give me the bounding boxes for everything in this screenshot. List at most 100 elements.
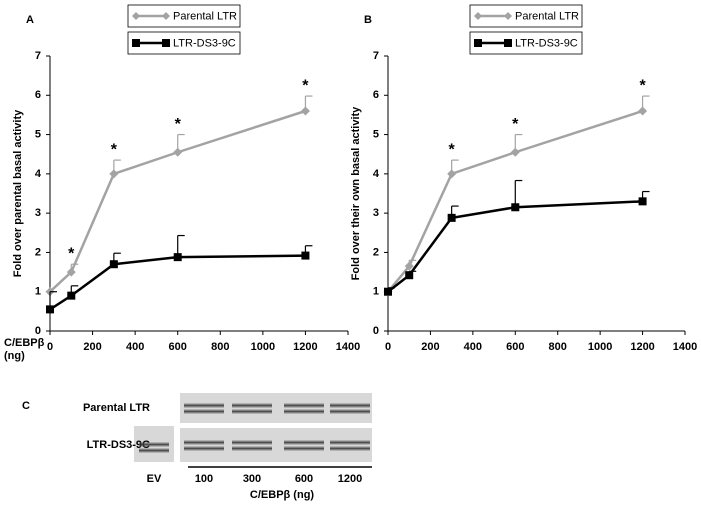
y-tick-label: 0 [373,325,379,337]
legend-marker [162,39,170,47]
panel-label: B [364,14,372,26]
legend-label: LTR-DS3-9C [173,37,236,49]
y-tick-label: 3 [35,207,41,219]
marker [638,197,647,206]
significance-mark: * [111,141,118,158]
y-tick-label: 4 [373,168,380,180]
y-tick-label: 2 [35,246,41,258]
legend-box [127,31,241,55]
blot-x-label: C/EBPβ (ng) [250,489,314,501]
marker [404,261,414,271]
significance-mark: * [302,77,309,94]
x-tick-label: 600 [506,341,524,353]
marker [300,106,310,116]
y-tick-label: 3 [373,207,379,219]
marker [638,106,648,116]
marker [447,213,456,222]
band [232,409,272,414]
legend-marker [474,39,482,47]
y-tick-label: 0 [35,325,41,337]
x-axis-label: C/EBPβ [4,337,45,349]
legend-marker [474,12,482,20]
panel-label: A [26,14,34,26]
band [232,440,272,445]
x-tick-label: 400 [464,341,482,353]
y-tick-label: 4 [35,168,42,180]
series-line [387,200,643,293]
legend-marker [132,12,140,20]
y-tick-label: 1 [35,286,41,298]
legend-marker [162,12,170,20]
lane-label: 1200 [338,473,362,485]
lane-label: 600 [295,473,313,485]
x-tick-label: 1400 [673,341,697,353]
series-line [49,254,306,311]
x-tick-label: 1200 [293,341,317,353]
x-tick-label: 0 [385,341,391,353]
band [184,409,224,414]
x-tick-label: 200 [83,341,101,353]
lane-label: 300 [243,473,261,485]
marker [173,253,182,262]
y-tick-label: 6 [373,89,379,101]
legend-label: Parental LTR [173,10,237,22]
y-axis-label: Fold over their own basal activity [350,106,362,280]
marker [511,203,520,212]
x-tick-label: 1200 [630,341,654,353]
band [330,403,370,408]
x-tick-label: 0 [47,341,53,353]
x-tick-label: 600 [169,341,187,353]
marker [109,260,118,269]
marker [66,267,76,277]
x-tick-label: 400 [126,341,144,353]
significance-mark: * [449,141,456,158]
band [284,446,324,451]
band [139,448,169,453]
lane-label: 100 [195,473,213,485]
y-tick-label: 2 [373,246,379,258]
band [284,409,324,414]
legend-box [469,4,583,28]
x-tick-label: 800 [211,341,229,353]
significance-mark: * [639,77,646,94]
x-tick-label: 1000 [251,341,275,353]
legend-label: LTR-DS3-9C [515,37,578,49]
row-label: Parental LTR [83,402,150,414]
y-tick-label: 7 [373,50,379,62]
y-axis-label: Fold over parental basal activity [12,109,24,277]
marker [447,169,457,179]
x-tick-label: 1000 [588,341,612,353]
legend-marker [132,39,140,47]
band [330,446,370,451]
lane-label: EV [147,473,162,485]
significance-mark: * [68,245,75,262]
y-tick-label: 7 [35,50,41,62]
x-tick-label: 1400 [336,341,360,353]
band [184,403,224,408]
band [284,440,324,445]
band [232,446,272,451]
marker [173,147,183,157]
x-tick-label: 800 [549,341,567,353]
legend-label: Parental LTR [515,10,579,22]
legend-marker [504,39,512,47]
marker [384,287,392,296]
error-bar [514,179,523,208]
y-tick-label: 6 [35,89,41,101]
marker [46,305,54,314]
marker [405,271,414,280]
band [184,440,224,445]
row-label: LTR-DS3-9C [87,439,150,451]
band [284,403,324,408]
y-tick-label: 5 [35,128,41,140]
y-tick-label: 5 [373,128,379,140]
x-tick-label: 200 [421,341,439,353]
marker [109,169,119,179]
panel-label: C [22,400,30,412]
band [330,440,370,445]
x-axis-label: (ng) [4,350,25,362]
significance-mark: * [175,116,182,133]
band [139,442,169,447]
legend-box [469,31,583,55]
